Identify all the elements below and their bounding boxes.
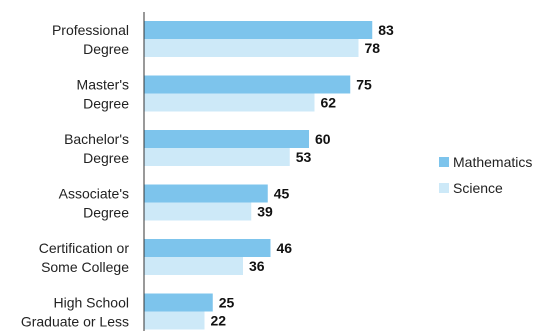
value-label-mathematics-0: 83 [378,22,394,38]
category-label-4-line-1: Some College [41,259,129,275]
category-label-5-line-1: Graduate or Less [21,314,129,330]
category-label-2-line-0: Bachelor's [64,131,129,147]
legend-label-science: Science [453,180,503,196]
labels-group: 83 78 Professional Degree 75 62 Master's Degree… [21,22,394,330]
legend-swatch-mathematics [439,157,449,167]
value-label-science-1: 62 [321,95,337,111]
bar-mathematics-5 [144,293,213,312]
category-label-4-line-0: Certification or [39,240,130,256]
value-label-mathematics-3: 45 [274,186,290,202]
bar-mathematics-4 [144,239,271,257]
value-label-science-2: 53 [296,149,312,165]
bar-science-3 [144,202,252,221]
category-label-1-line-1: Degree [83,96,129,112]
category-label-3-line-1: Degree [83,205,129,221]
value-label-mathematics-2: 60 [315,131,331,147]
category-label-1-line-0: Master's [77,77,129,93]
value-label-science-5: 22 [211,313,227,329]
value-label-science-3: 39 [257,204,273,220]
bar-mathematics-3 [144,184,268,203]
bar-mathematics-0 [144,21,373,39]
bar-mathematics-2 [144,130,309,148]
legend-swatch-science [439,183,449,193]
category-label-0-line-1: Degree [83,41,129,57]
value-label-mathematics-5: 25 [219,295,235,311]
bars-group [144,21,373,330]
value-label-mathematics-1: 75 [356,77,372,93]
bar-science-2 [144,148,290,166]
bar-mathematics-1 [144,75,351,94]
value-label-science-4: 36 [249,258,265,274]
bar-science-5 [144,311,205,330]
category-label-2-line-1: Degree [83,150,129,166]
bar-science-4 [144,257,243,275]
legend-label-mathematics: Mathematics [453,154,532,170]
category-label-5-line-0: High School [54,295,130,311]
bar-science-1 [144,93,315,112]
value-label-science-0: 78 [365,40,381,56]
legend: Mathematics Science [439,154,532,196]
category-label-0-line-0: Professional [52,22,129,38]
value-label-mathematics-4: 46 [277,240,293,256]
bar-science-0 [144,39,359,57]
category-label-3-line-0: Associate's [59,186,129,202]
